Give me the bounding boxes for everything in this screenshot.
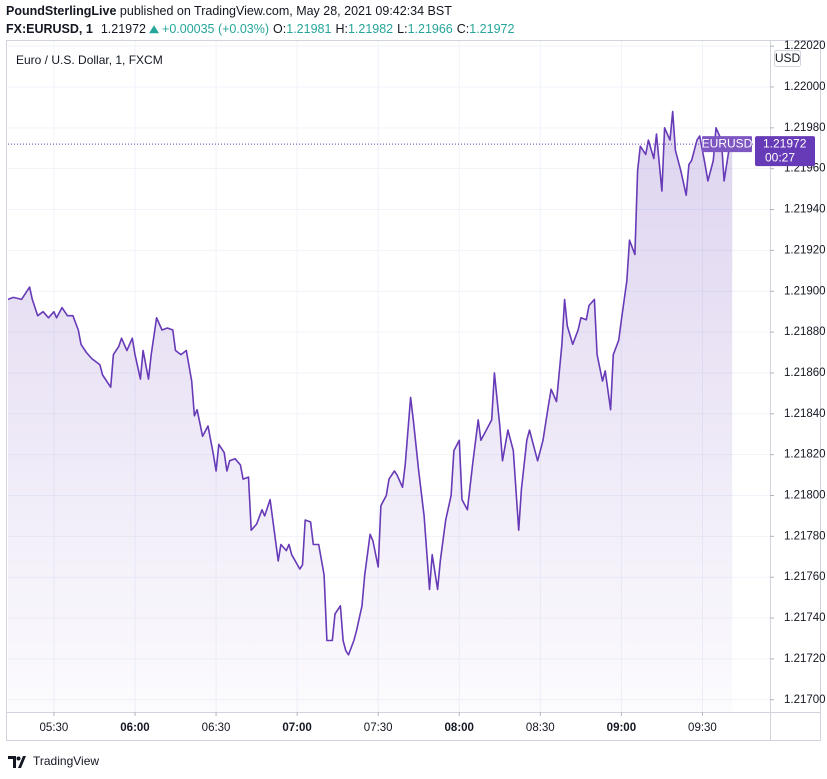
frame — [6, 40, 821, 741]
ohlc-value: 1.21972 — [469, 22, 514, 36]
x-tick-label: 09:00 — [607, 722, 636, 734]
brand-logo — [8, 756, 26, 768]
brand: TradingView — [33, 754, 99, 768]
x-tick-label: 07:30 — [364, 722, 393, 734]
x-tick-label: 07:00 — [282, 722, 311, 734]
y-tick-label: 1.21760 — [784, 571, 826, 583]
x-tick-label: 08:00 — [445, 722, 474, 734]
y-tick-label: 1.21720 — [784, 653, 826, 665]
y-tick-label: 1.21860 — [784, 367, 826, 379]
ohlc-value: 1.21981 — [286, 22, 331, 36]
currency: USD — [775, 51, 801, 65]
chart-title: Euro / U.S. Dollar, 1, FXCM — [16, 53, 163, 67]
ohlc-value: 1.21982 — [348, 22, 393, 36]
axes: 1.21700 1.21720 1.21740 1.21760 1.21780 1.218… — [40, 40, 826, 734]
y-tick-label: 1.21800 — [784, 490, 826, 502]
currency-box — [774, 50, 801, 67]
ohlc-value: 1.21966 — [408, 22, 453, 36]
y-tick-label: 1.22020 — [784, 40, 826, 52]
y-tick-label: 1.21980 — [784, 122, 826, 134]
plot — [7, 110, 770, 712]
area — [8, 111, 733, 712]
price-line — [7, 110, 733, 656]
header-line-1: PoundSterlingLive published on TradingVi… — [6, 4, 452, 18]
symbol: FX:EURUSD, 1 — [6, 22, 93, 36]
y-tick-label: 1.21900 — [784, 285, 826, 297]
y-tick-label: 1.21940 — [784, 204, 826, 216]
series-name-box — [702, 136, 752, 153]
header-line-2: FX:EURUSD, 1 1.21972 +0.00035 (+0.03%) O:1.… — [6, 22, 514, 36]
y-tick-label: 1.21820 — [784, 449, 826, 461]
x-tick-label: 06:00 — [120, 722, 149, 734]
last-price-box — [755, 136, 815, 167]
y-tick-label: 1.21840 — [784, 408, 826, 420]
note: published on TradingView.com, May 28, 20… — [120, 4, 452, 18]
y-tick-label: 1.22000 — [784, 81, 826, 93]
ohlc-label: L: — [397, 22, 407, 36]
y-tick-label: 1.21880 — [784, 326, 826, 338]
countdown: 00:27 — [765, 150, 795, 164]
x-tick-label: 09:30 — [688, 722, 717, 734]
ohlc-label: O: — [273, 22, 286, 36]
price: 1.21972 — [101, 22, 146, 36]
y-tick-label: 1.21740 — [784, 612, 826, 624]
x-tick-label: 08:30 — [526, 722, 555, 734]
author: PoundSterlingLive — [6, 4, 116, 18]
y-tick-label: 1.21920 — [784, 244, 826, 256]
ohlc-label: H: — [335, 22, 348, 36]
series-name: EURUSD — [702, 136, 753, 150]
up-arrow — [149, 25, 160, 34]
x-tick-label: 06:30 — [202, 722, 231, 734]
y-tick-label: 1.21700 — [784, 694, 826, 706]
y-tick-label: 1.21780 — [784, 530, 826, 542]
last-price: 1.21972 — [763, 136, 807, 150]
x-tick-label: 05:30 — [40, 722, 69, 734]
change: +0.00035 (+0.03%) — [162, 22, 269, 36]
ohlc-label: C: — [457, 22, 470, 36]
